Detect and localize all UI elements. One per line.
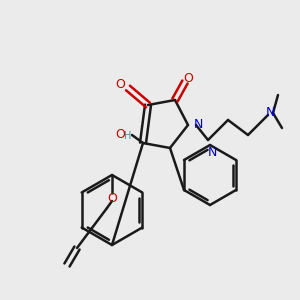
Text: N: N xyxy=(207,146,217,160)
Text: O: O xyxy=(115,79,125,92)
Text: O: O xyxy=(115,128,125,142)
Text: H: H xyxy=(124,131,132,141)
Text: O: O xyxy=(107,191,117,205)
Text: N: N xyxy=(193,118,203,131)
Text: N: N xyxy=(265,106,275,119)
Text: O: O xyxy=(183,71,193,85)
